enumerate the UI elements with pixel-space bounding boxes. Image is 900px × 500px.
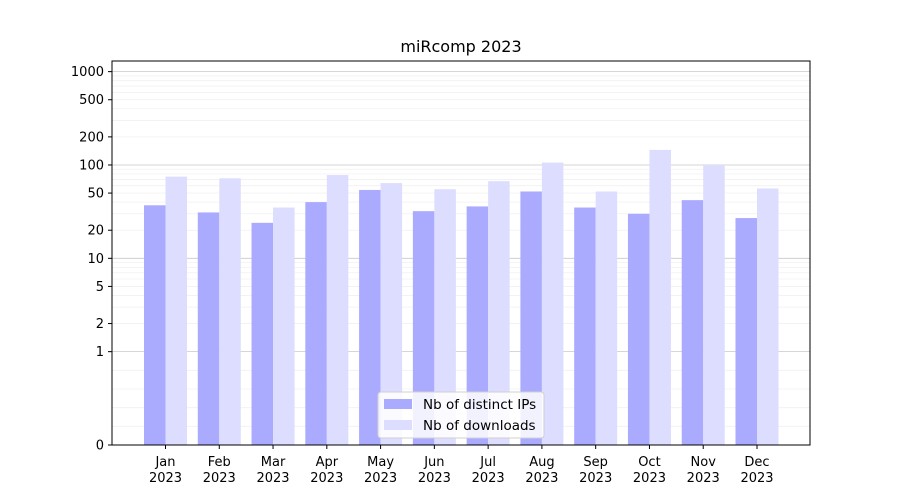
legend-label: Nb of downloads: [423, 418, 536, 434]
bar: [380, 183, 403, 446]
bar: [359, 189, 381, 445]
y-tick-label: 0: [96, 439, 104, 454]
bar: [757, 188, 779, 445]
y-tick-label: 100: [79, 158, 104, 173]
bar: [735, 218, 757, 445]
x-tick-label: Apr 2023: [310, 455, 343, 486]
x-tick-label: May 2023: [364, 455, 397, 486]
y-tick-label: 200: [79, 130, 104, 145]
bar: [197, 212, 220, 445]
bar: [649, 149, 671, 445]
y-tick-label: 500: [79, 93, 104, 108]
y-tick-label: 1: [96, 345, 104, 360]
bar: [219, 178, 241, 445]
bar: [144, 205, 166, 445]
bar: [326, 175, 349, 445]
x-tick-label: Sep 2023: [579, 455, 612, 486]
bar: [703, 164, 725, 446]
bar: [574, 207, 596, 445]
x-tick-label: Jan 2023: [149, 455, 182, 486]
bar: [412, 211, 435, 445]
x-tick-label: Nov 2023: [687, 455, 720, 486]
x-tick-label: Aug 2023: [525, 455, 558, 486]
y-tick-label: 5: [96, 280, 104, 295]
plot-frame: [111, 60, 811, 446]
bar: [251, 222, 274, 445]
y-tick-label: 10: [87, 252, 104, 267]
y-tick-label: 1000: [71, 65, 104, 80]
axes-layer: 0 1 2 5 10 20 50 100 200 500 1000 Jan 2023 Feb 2023 Mar…: [71, 60, 811, 486]
x-tick-label: Jul 2023: [472, 455, 505, 486]
bar: [541, 162, 564, 445]
legend: Nb of distinct IPs Nb of downloads: [377, 391, 545, 439]
x-tick-label: Feb 2023: [203, 455, 236, 486]
chart-title: miRcomp 2023: [400, 37, 521, 56]
legend-swatch: [384, 420, 412, 430]
x-tick-label: Mar 2023: [256, 455, 289, 486]
x-tick-label: Dec 2023: [740, 455, 773, 486]
y-tick-label: 2: [96, 317, 104, 332]
bar: [273, 207, 295, 445]
y-tick-label: 50: [87, 187, 104, 202]
bar: [627, 213, 650, 445]
y-tick-label: 20: [87, 224, 104, 239]
bars-layer: [144, 149, 779, 446]
bar: [488, 181, 510, 446]
bar: [305, 202, 327, 445]
bar: [595, 191, 618, 445]
legend-swatch: [384, 399, 412, 409]
bar: [165, 176, 187, 445]
bar: [681, 200, 704, 445]
bar: [434, 189, 456, 445]
bar: [520, 191, 542, 445]
x-tick-label: Jun 2023: [418, 455, 451, 486]
x-tick-label: Oct 2023: [633, 455, 666, 486]
bar: [466, 206, 489, 445]
legend-box: [377, 391, 545, 439]
legend-label: Nb of distinct IPs: [423, 397, 536, 413]
